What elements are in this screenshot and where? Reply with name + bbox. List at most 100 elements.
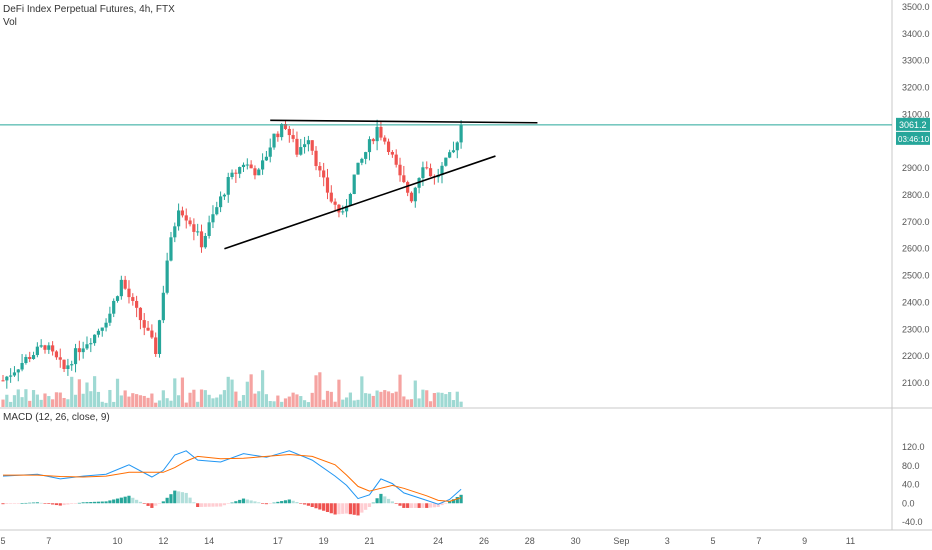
volume-bar	[127, 396, 131, 407]
histogram-bar	[20, 503, 24, 504]
candle-body	[226, 177, 230, 195]
histogram-bar	[241, 498, 246, 504]
price-tick-label: 3300.0	[902, 56, 930, 66]
last-price-badge	[896, 117, 930, 131]
volume-bar	[383, 390, 387, 407]
histogram-bar	[394, 503, 398, 504]
macd-tick-label: 0.0	[902, 498, 915, 508]
histogram-bar	[135, 499, 139, 504]
candle-body	[108, 313, 112, 323]
candle-body	[344, 205, 349, 212]
candle-body	[249, 164, 253, 169]
candle-body	[85, 344, 89, 349]
candle-body	[260, 160, 265, 170]
volume-bar	[35, 394, 39, 407]
volume-legend[interactable]: Vol	[3, 17, 17, 28]
candle-body	[51, 345, 55, 352]
resistance-line[interactable]	[270, 119, 538, 124]
histogram-bar	[70, 503, 74, 504]
date-tick-label: 28	[525, 536, 535, 546]
volume-bar	[280, 401, 284, 407]
candle-body	[73, 348, 78, 365]
candle-body	[177, 210, 181, 227]
histogram-bar	[371, 502, 375, 504]
volume-bar	[108, 389, 112, 407]
histogram-bar	[425, 503, 429, 508]
histogram-bar	[62, 503, 66, 506]
volume-bar	[73, 394, 78, 407]
candle-body	[314, 150, 318, 167]
candle-body	[157, 320, 162, 354]
price-tick-label: 3500.0	[902, 2, 930, 12]
histogram-bar	[16, 503, 20, 504]
date-axis[interactable]: 5 7 10 12 14 17 19 21 24 26 28 30 Sep 3 5 7 9 11	[0, 536, 855, 546]
candle-body	[35, 346, 39, 356]
histogram-bar	[1, 503, 5, 505]
macd-legend[interactable]: MACD (12, 26, close, 9)	[3, 412, 110, 423]
volume-bar	[28, 400, 32, 407]
histogram-bar	[253, 501, 257, 504]
histogram-bar	[89, 502, 93, 504]
volume-bar	[138, 395, 143, 407]
candle-body	[272, 133, 276, 148]
histogram-bar	[85, 502, 89, 504]
candle-body	[188, 220, 192, 225]
volume-bar	[306, 402, 310, 407]
candle-body	[440, 165, 444, 176]
histogram-bar	[333, 503, 337, 515]
candle-body	[77, 348, 81, 353]
candle-body	[428, 168, 433, 177]
volume-bar	[444, 394, 448, 407]
date-tick-label: 14	[204, 536, 214, 546]
histogram-bar	[318, 503, 322, 510]
volume-bar	[238, 400, 242, 407]
candle-body	[444, 157, 448, 166]
volume-bar	[218, 394, 223, 407]
volume-bar	[356, 399, 360, 407]
candle-body	[207, 222, 211, 236]
volume-bar	[66, 399, 70, 407]
volume-bar	[310, 392, 314, 407]
price-axis[interactable]: 3500.03400.03300.03200.03100.03000.02900…	[902, 2, 930, 388]
histogram-bar	[28, 502, 32, 504]
histogram-bar	[119, 497, 123, 504]
histogram-bar	[192, 502, 196, 504]
volume-bar	[234, 391, 238, 407]
volume-bar	[161, 390, 165, 407]
candle-body	[455, 142, 459, 151]
histogram-bar	[325, 503, 330, 512]
volume-bar	[260, 370, 265, 407]
candle-body	[9, 375, 13, 377]
volume-bar	[169, 400, 173, 407]
chart-title[interactable]: DeFi Index Perpetual Futures, 4h, FTX	[3, 4, 175, 15]
last-price-marker: 3061.2 03:46:10	[0, 117, 930, 145]
date-tick-label: 3	[665, 536, 670, 546]
candle-body	[383, 137, 387, 142]
volume-bar	[207, 394, 211, 407]
candle-body	[96, 330, 101, 335]
price-tick-label: 2500.0	[902, 271, 930, 281]
candle-body	[66, 365, 70, 369]
histogram-bar	[222, 503, 227, 506]
candle-body	[31, 355, 36, 360]
candle-body	[146, 327, 150, 331]
trend-lines[interactable]	[224, 119, 538, 250]
candle-body	[253, 168, 257, 176]
volume-bar	[47, 396, 51, 407]
volume-bar	[39, 399, 43, 407]
candle-body	[12, 372, 17, 376]
macd-axis[interactable]: 120.0 80.0 40.0 0.0 -40.0	[902, 442, 925, 527]
histogram-bar	[73, 503, 78, 504]
candle-body	[238, 167, 242, 174]
candle-body	[280, 123, 284, 138]
volume-bar	[287, 396, 291, 407]
volume-bar	[436, 392, 440, 407]
volume-bar	[196, 401, 200, 407]
volume-bar	[341, 399, 345, 407]
candle-body	[196, 231, 200, 233]
histogram-bar	[218, 503, 223, 507]
volume-bar	[24, 389, 28, 407]
support-line[interactable]	[224, 155, 496, 250]
candle-body	[100, 327, 104, 331]
